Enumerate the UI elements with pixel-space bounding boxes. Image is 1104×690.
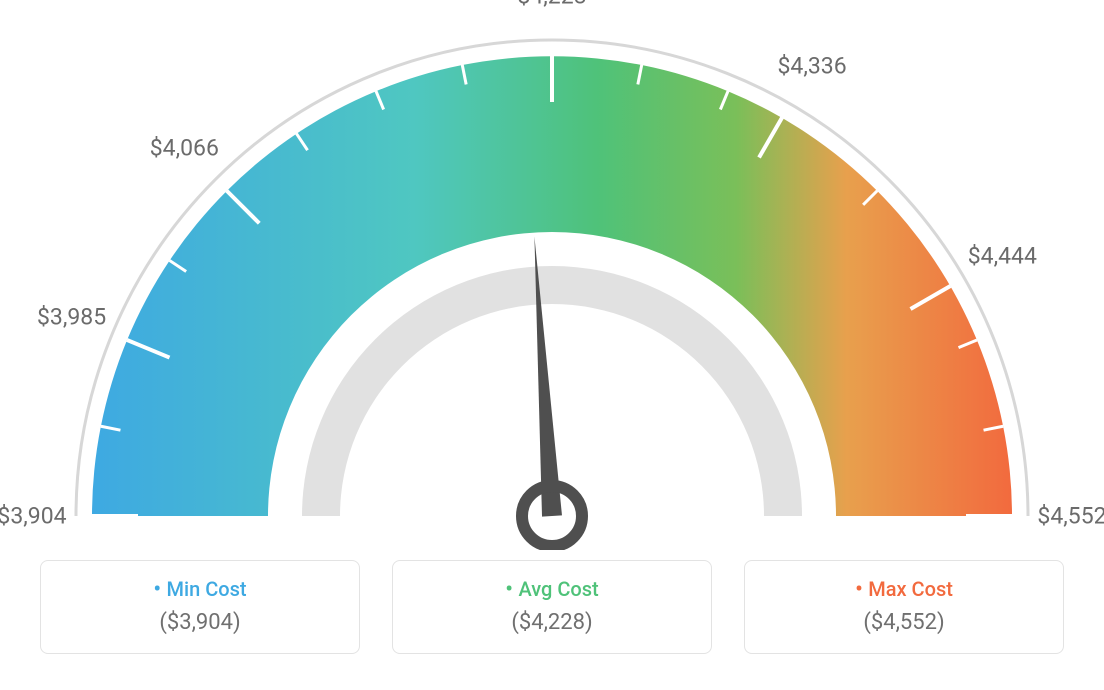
gauge-tick-label: $4,066 — [150, 135, 219, 162]
legend-value: ($4,228) — [417, 610, 687, 635]
legend-row: Min Cost ($3,904) Avg Cost ($4,228) Max Cost… — [0, 560, 1104, 654]
legend-title: Avg Cost — [417, 577, 687, 602]
gauge-tick-label: $3,904 — [0, 503, 67, 530]
gauge-tick-label: $3,985 — [37, 304, 106, 331]
legend-card: Min Cost ($3,904) — [40, 560, 360, 654]
gauge-tick-label: $4,336 — [777, 52, 846, 79]
gauge-tick-label: $4,228 — [517, 0, 586, 10]
legend-card: Avg Cost ($4,228) — [392, 560, 712, 654]
legend-card: Max Cost ($4,552) — [744, 560, 1064, 654]
gauge-tick-label: $4,552 — [1037, 503, 1104, 530]
legend-title: Min Cost — [65, 577, 335, 602]
gauge-tick-label: $4,444 — [968, 242, 1037, 269]
gauge-chart: $3,904 $3,985 $4,066 $4,228 $4,336 $4,444 $4,5… — [0, 0, 1104, 550]
legend-value: ($4,552) — [769, 610, 1039, 635]
gauge-svg — [0, 0, 1104, 550]
legend-value: ($3,904) — [65, 610, 335, 635]
legend-title: Max Cost — [769, 577, 1039, 602]
